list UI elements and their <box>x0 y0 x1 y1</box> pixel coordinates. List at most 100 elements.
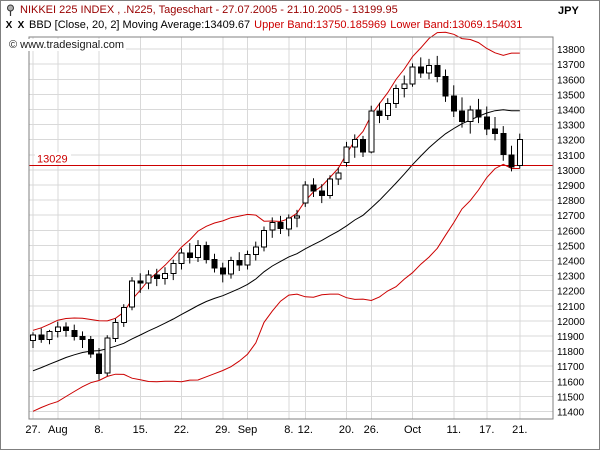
y-tick-label: 13300 <box>557 121 585 132</box>
lower-band-line <box>32 163 520 412</box>
candle <box>285 214 292 237</box>
x-tick-label: 29. <box>215 424 230 436</box>
x-axis-labels: 27. Aug 8. 15. 22. 29. Sep 8. 12. 20. 26. Oct 11. 17.… <box>25 424 527 436</box>
candle <box>393 84 399 108</box>
candle <box>327 175 333 199</box>
indicator-label: BBD [Close, 20, 2] Moving Average:13409.… <box>29 19 251 31</box>
candle <box>409 63 416 87</box>
x-tick-label: 26. <box>364 424 379 436</box>
candle <box>450 85 457 117</box>
y-tick-label: 11900 <box>557 332 585 343</box>
y-tick-label: 13700 <box>557 60 585 71</box>
y-tick-label: 11600 <box>557 377 585 388</box>
candle <box>186 243 193 264</box>
candle <box>87 336 94 358</box>
x-tick-label: 12. <box>298 424 313 436</box>
candle <box>96 348 102 380</box>
y-tick-label: 12300 <box>557 272 585 283</box>
y-tick-label: 13100 <box>557 151 585 162</box>
candle <box>500 126 507 161</box>
candle <box>203 241 210 264</box>
candle <box>30 332 36 348</box>
alert-line: 13029 <box>29 152 553 166</box>
candle <box>492 117 498 141</box>
chart-title: NIKKEI 225 INDEX , .N225, Tageschart - 2… <box>20 4 398 16</box>
x-tick-label: 15. <box>133 424 148 436</box>
x-tick-label: 22. <box>174 424 189 436</box>
candle <box>343 141 350 167</box>
candle <box>79 331 86 348</box>
candle <box>516 133 523 169</box>
y-tick-label: 13400 <box>557 106 585 117</box>
y-tick-label: 12600 <box>557 226 585 237</box>
alert-line-label: 13029 <box>37 154 68 166</box>
y-tick-label: 12800 <box>557 196 585 207</box>
candle <box>129 277 135 311</box>
pin-icon[interactable] <box>5 4 16 17</box>
candle <box>310 178 317 197</box>
y-tick-label: 11700 <box>557 362 585 373</box>
candle <box>54 321 61 338</box>
y-axis-labels: 13800 13700 13600 13500 13400 13300 13200 13100… <box>557 45 585 418</box>
y-tick-label: 12500 <box>557 241 585 252</box>
x-tick-label: Aug <box>48 424 68 436</box>
x-tick-label: 21. <box>512 424 527 436</box>
x-tick-label: 20. <box>339 424 354 436</box>
candle <box>137 273 144 293</box>
candle <box>153 268 160 287</box>
candle <box>376 102 383 124</box>
y-tick-label: 13000 <box>557 166 585 177</box>
candle <box>351 134 358 158</box>
x-tick-label: 17. <box>479 424 494 436</box>
candle <box>162 267 168 285</box>
candle <box>417 57 424 78</box>
candle <box>302 181 309 207</box>
plot-border <box>28 36 554 420</box>
candle <box>384 98 391 120</box>
y-tick-label: 11500 <box>557 392 585 403</box>
candle <box>38 328 45 343</box>
x-tick-label: Oct <box>404 424 421 436</box>
y-tick-label: 12100 <box>557 302 585 313</box>
candle <box>244 250 251 270</box>
candle <box>294 209 300 228</box>
candle <box>195 240 201 262</box>
candle <box>442 69 449 102</box>
candle <box>104 335 111 376</box>
candle <box>145 270 152 290</box>
y-tick-label: 13600 <box>557 75 585 86</box>
remove-indicator-icon-2[interactable]: X <box>17 20 25 31</box>
y-tick-label: 12700 <box>557 211 585 222</box>
candle <box>467 105 474 134</box>
x-tick-label: 8. <box>284 424 293 436</box>
y-tick-label: 13500 <box>557 90 585 101</box>
candle <box>178 248 185 270</box>
candle <box>335 167 342 185</box>
x-tick-label: 8. <box>94 424 103 436</box>
candle <box>252 241 259 261</box>
candle <box>269 217 276 238</box>
gridlines <box>29 37 553 419</box>
candle <box>46 329 53 345</box>
candle <box>368 105 375 154</box>
candle <box>228 256 234 279</box>
upper-band-line <box>32 31 520 331</box>
candle <box>475 98 482 124</box>
candle <box>459 97 465 128</box>
bollinger-bands <box>32 31 520 412</box>
lower-band-label: Lower Band:13069.154031 <box>390 19 523 31</box>
x-tick-label: Sep <box>238 424 258 436</box>
remove-indicator-icon[interactable]: X <box>5 20 13 31</box>
candle <box>434 55 441 83</box>
candles-group <box>30 55 523 380</box>
candle <box>170 259 177 281</box>
candle <box>277 215 284 234</box>
candle <box>318 184 325 204</box>
upper-band-label: Upper Band:13750.185969 <box>254 19 387 31</box>
y-tick-label: 12400 <box>557 257 585 268</box>
candle <box>120 304 127 327</box>
candle <box>71 324 78 341</box>
candle <box>261 226 267 252</box>
